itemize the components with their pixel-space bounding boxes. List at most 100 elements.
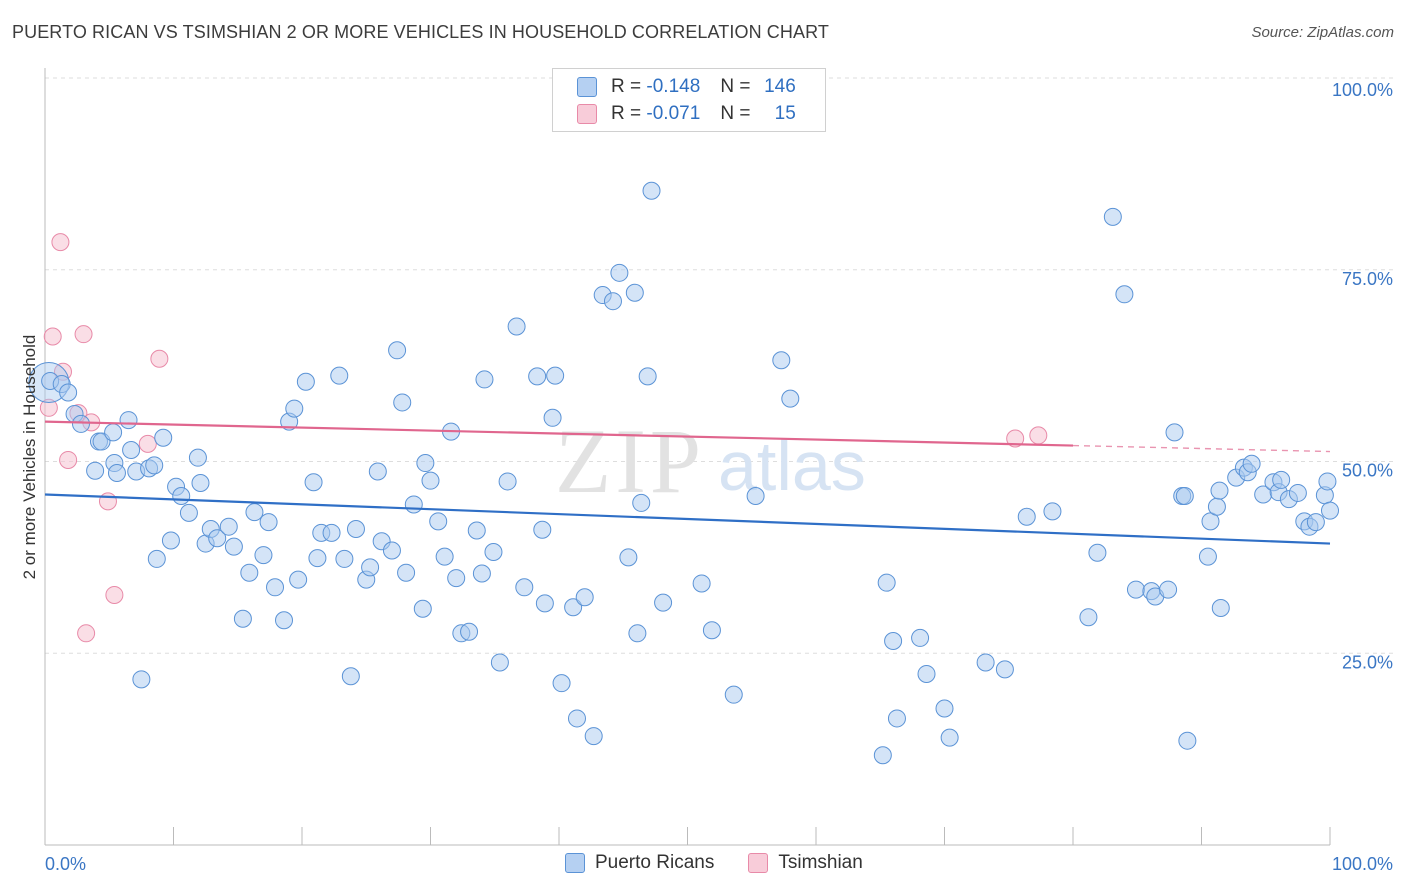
puerto-rican-point bbox=[1175, 487, 1194, 506]
puerto-rican-point bbox=[368, 462, 387, 481]
tsimshian-points bbox=[39, 233, 1048, 643]
legend-n-value: 146 bbox=[764, 76, 796, 97]
puerto-rican-point bbox=[1043, 502, 1062, 521]
puerto-rican-point bbox=[71, 414, 90, 433]
puerto-rican-point bbox=[154, 428, 173, 447]
x-tick-label: 100.0% bbox=[1332, 854, 1393, 874]
puerto-rican-point bbox=[917, 664, 936, 683]
puerto-rican-point bbox=[1079, 608, 1098, 627]
puerto-rican-point bbox=[208, 529, 227, 548]
y-axis-label: 2 or more Vehicles in Household bbox=[20, 335, 39, 580]
puerto-rican-point bbox=[484, 543, 503, 562]
puerto-rican-point bbox=[259, 513, 278, 532]
legend-n-label: N = bbox=[720, 76, 751, 97]
axes bbox=[44, 68, 1331, 846]
puerto-rican-point bbox=[498, 472, 517, 491]
puerto-rican-point bbox=[654, 593, 673, 612]
puerto-rican-point bbox=[1126, 580, 1145, 599]
legend-label-tsimshian: Tsimshian bbox=[778, 852, 863, 873]
puerto-rican-point bbox=[1088, 543, 1107, 562]
puerto-rican-point bbox=[447, 569, 466, 588]
puerto-rican-point bbox=[911, 628, 930, 647]
puerto-rican-point bbox=[86, 461, 105, 480]
chart-title: PUERTO RICAN VS TSIMSHIAN 2 OR MORE VEHI… bbox=[12, 22, 829, 42]
tsimshian-point bbox=[59, 450, 78, 469]
legend-row-tsimshian: R = -0.071 N = 15 bbox=[577, 102, 796, 126]
puerto-rican-point bbox=[1017, 507, 1036, 526]
puerto-rican-point bbox=[692, 574, 711, 593]
tsimshian-point bbox=[98, 492, 117, 511]
puerto-rican-point bbox=[1242, 454, 1261, 473]
puerto-rican-trend-line bbox=[44, 493, 1331, 545]
legend-label-puerto-ricans: Puerto Ricans bbox=[595, 852, 715, 873]
puerto-rican-point bbox=[254, 546, 273, 565]
legend-item-tsimshian[interactable]: Tsimshian bbox=[748, 852, 863, 874]
puerto-rican-point bbox=[388, 341, 407, 360]
puerto-rican-point bbox=[1178, 731, 1197, 750]
legend-n-value: 15 bbox=[774, 103, 796, 124]
x-tick-label: 0.0% bbox=[45, 854, 86, 874]
legend-r-value: -0.071 bbox=[646, 103, 701, 124]
puerto-rican-point bbox=[781, 389, 800, 408]
tsimshian-point bbox=[105, 585, 124, 604]
trend-lines bbox=[44, 420, 1331, 545]
puerto-rican-point bbox=[147, 549, 166, 568]
puerto-rican-point bbox=[1306, 513, 1325, 532]
puerto-rican-point bbox=[1159, 580, 1178, 599]
legend-n-label: N = bbox=[720, 103, 751, 124]
puerto-rican-point bbox=[132, 670, 151, 689]
puerto-rican-point bbox=[122, 440, 141, 459]
puerto-rican-point bbox=[322, 523, 341, 542]
tsimshian-point bbox=[138, 434, 157, 453]
legend-row-puerto-ricans: R = -0.148 N = 146 bbox=[577, 75, 796, 99]
puerto-rican-point bbox=[528, 367, 547, 386]
tsimshian-point bbox=[51, 233, 70, 252]
puerto-rican-point bbox=[632, 493, 651, 512]
y-tick-labels: 100.0% 75.0% 50.0% 25.0% bbox=[1332, 80, 1393, 672]
puerto-rican-point bbox=[341, 667, 360, 686]
puerto-rican-point bbox=[413, 599, 432, 618]
puerto-rican-point bbox=[245, 503, 264, 522]
puerto-rican-point bbox=[884, 631, 903, 650]
puerto-rican-point bbox=[472, 564, 491, 583]
puerto-rican-point bbox=[543, 408, 562, 427]
legend-r-value: -0.148 bbox=[646, 76, 701, 97]
tsimshian-point bbox=[1006, 429, 1025, 448]
legend-swatch-pink bbox=[748, 853, 769, 873]
puerto-rican-point bbox=[935, 699, 954, 718]
puerto-rican-point bbox=[507, 317, 526, 336]
puerto-rican-point bbox=[1207, 497, 1226, 516]
puerto-rican-point bbox=[575, 588, 594, 607]
puerto-rican-point bbox=[610, 263, 629, 282]
puerto-rican-point bbox=[219, 517, 238, 536]
puerto-rican-point bbox=[145, 456, 164, 475]
tsimshian-trend-line bbox=[44, 420, 1074, 447]
puerto-rican-point bbox=[1198, 547, 1217, 566]
puerto-rican-point bbox=[304, 473, 323, 492]
legend-item-puerto-ricans[interactable]: Puerto Ricans bbox=[565, 852, 714, 874]
puerto-rican-point bbox=[104, 423, 123, 442]
puerto-rican-point bbox=[285, 399, 304, 418]
puerto-rican-point bbox=[429, 512, 448, 531]
puerto-rican-point bbox=[772, 351, 791, 370]
puerto-rican-point bbox=[330, 366, 349, 385]
y-tick-label: 75.0% bbox=[1342, 269, 1393, 289]
puerto-rican-point bbox=[191, 473, 210, 492]
puerto-rican-point bbox=[289, 570, 308, 589]
series-legend: Puerto Ricans Tsimshian bbox=[565, 852, 897, 874]
puerto-rican-point bbox=[877, 573, 896, 592]
puerto-rican-point bbox=[533, 520, 552, 539]
puerto-rican-point bbox=[161, 531, 180, 550]
watermark-zip: ZIP bbox=[555, 410, 705, 512]
puerto-rican-point bbox=[361, 558, 380, 577]
puerto-rican-point bbox=[416, 454, 435, 473]
puerto-rican-point bbox=[1210, 481, 1229, 500]
puerto-rican-point bbox=[172, 487, 191, 506]
puerto-rican-point bbox=[382, 541, 401, 560]
puerto-rican-point bbox=[475, 370, 494, 389]
puerto-rican-point bbox=[233, 609, 252, 628]
puerto-rican-point bbox=[393, 393, 412, 412]
source-label: Source: ZipAtlas.com bbox=[1251, 24, 1394, 41]
legend-swatch-blue bbox=[565, 853, 585, 873]
tsimshian-point bbox=[1029, 426, 1048, 445]
